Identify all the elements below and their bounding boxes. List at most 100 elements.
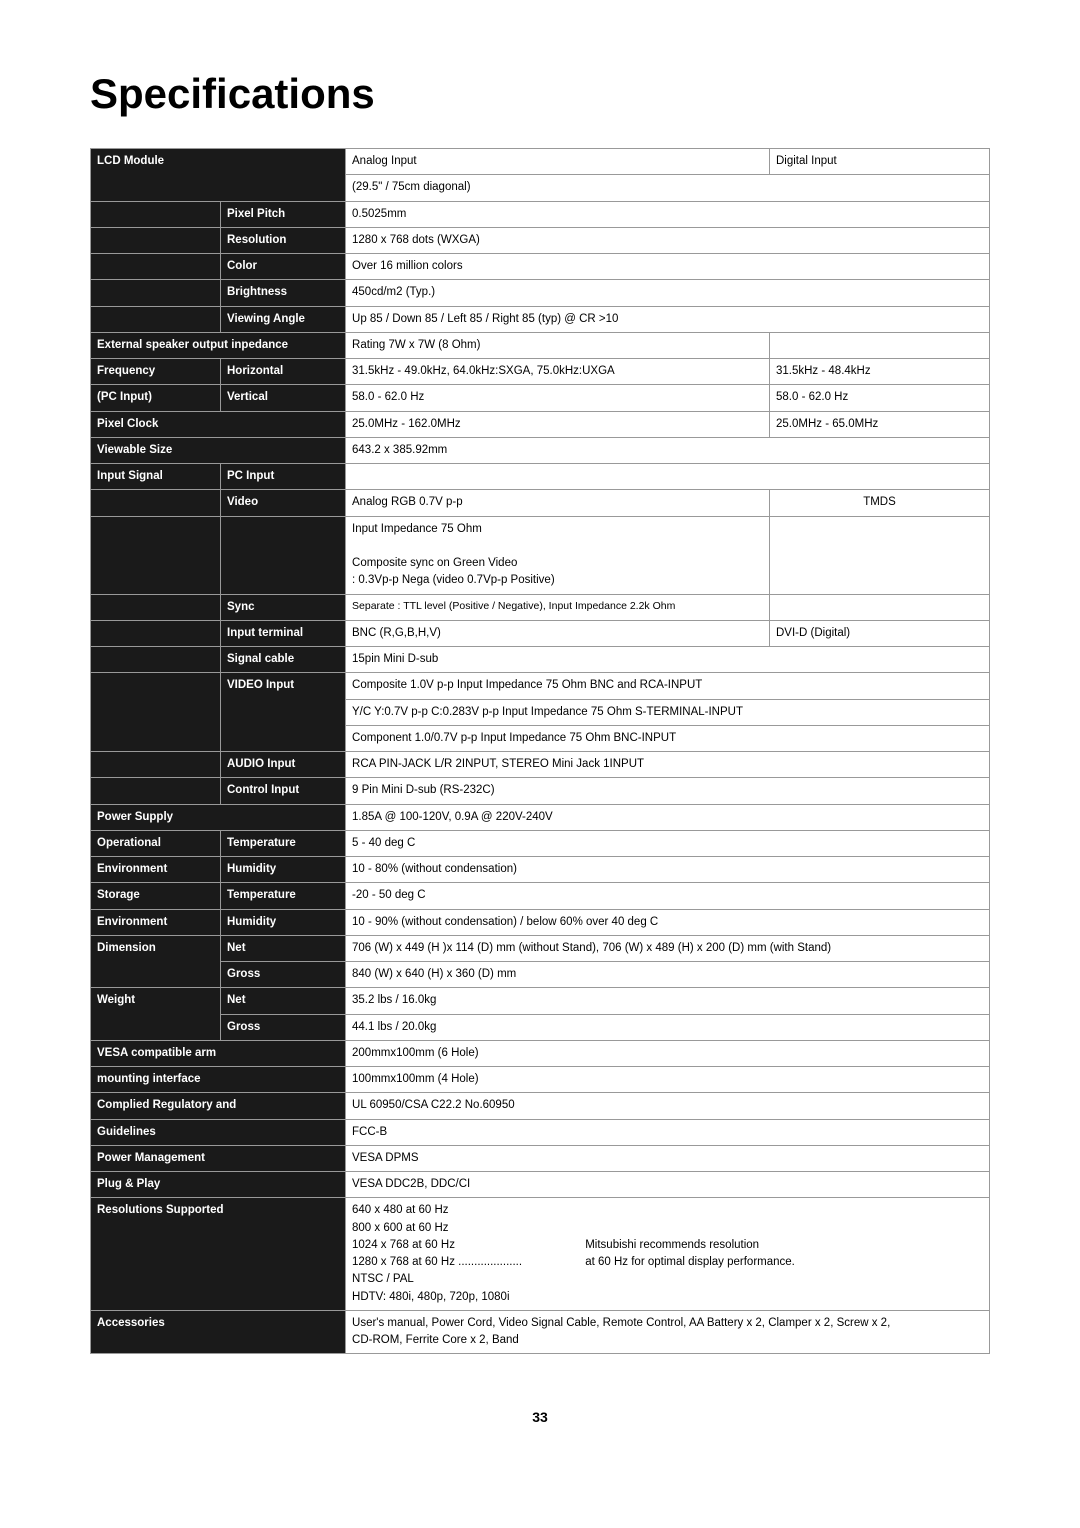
table-row: Frequency Horizontal 31.5kHz - 49.0kHz, … <box>91 359 990 385</box>
cell-color-label: Color <box>221 254 346 280</box>
cell-video-sub: Input Impedance 75 Ohm Composite sync on… <box>346 516 770 594</box>
cell-blank <box>770 594 990 620</box>
cell-st-hum-label: Humidity <box>221 909 346 935</box>
cell-video-label: Video <box>221 490 346 516</box>
cell-blank <box>91 254 221 280</box>
cell-st-env-label2: Environment <box>91 909 221 935</box>
table-row: Accessories User's manual, Power Cord, V… <box>91 1310 990 1354</box>
table-row: Environment Humidity 10 - 90% (without c… <box>91 909 990 935</box>
cell-input-terminal-label: Input terminal <box>221 620 346 646</box>
cell-blank <box>346 464 990 490</box>
cell-op-env-label2: Environment <box>91 857 221 883</box>
table-row: Video Analog RGB 0.7V p-p TMDS <box>91 490 990 516</box>
cell-pixel-clock-analog: 25.0MHz - 162.0MHz <box>346 411 770 437</box>
cell-viewable-size-label: Viewable Size <box>91 437 346 463</box>
table-row: External speaker output inpedance Rating… <box>91 332 990 358</box>
cell-blank <box>91 647 221 673</box>
cell-reg-l1: UL 60950/CSA C22.2 No.60950 <box>346 1093 990 1119</box>
cell-vesa-arm-l2: 100mmx100mm (4 Hole) <box>346 1067 990 1093</box>
cell-blank <box>91 201 221 227</box>
cell-freq-label1: Frequency <box>91 359 221 385</box>
cell-input-signal-label: Input Signal <box>91 464 221 490</box>
table-row: Dimension Net 706 (W) x 449 (H )x 114 (D… <box>91 935 990 961</box>
cell-st-hum-value: 10 - 90% (without condensation) / below … <box>346 909 990 935</box>
cell-dim-gross-label: Gross <box>221 962 346 988</box>
cell-reg-label1: Complied Regulatory and <box>91 1093 346 1119</box>
cell-power-supply-label: Power Supply <box>91 804 346 830</box>
cell-viewable-size-value: 643.2 x 385.92mm <box>346 437 990 463</box>
cell-vesa-arm-label2: mounting interface <box>91 1067 346 1093</box>
cell-op-temp-value: 5 - 40 deg C <box>346 830 990 856</box>
cell-lcd-module-value: (29.5" / 75cm diagonal) <box>346 175 990 201</box>
cell-dim-net-value: 706 (W) x 449 (H )x 114 (D) mm (without … <box>346 935 990 961</box>
cell-resolution-value: 1280 x 768 dots (WXGA) <box>346 227 990 253</box>
table-row: Pixel Clock 25.0MHz - 162.0MHz 25.0MHz -… <box>91 411 990 437</box>
table-row: Guidelines FCC-B <box>91 1119 990 1145</box>
cell-blank <box>91 306 221 332</box>
table-row: Sync Separate : TTL level (Positive / Ne… <box>91 594 990 620</box>
table-row: Viewing Angle Up 85 / Down 85 / Left 85 … <box>91 306 990 332</box>
cell-video-input-l3: Component 1.0/0.7V p-p Input Impedance 7… <box>346 725 990 751</box>
cell-pixel-clock-label: Pixel Clock <box>91 411 346 437</box>
cell-control-input-label: Control Input <box>221 778 346 804</box>
cell-input-terminal-analog: BNC (R,G,B,H,V) <box>346 620 770 646</box>
table-row: Brightness 450cd/m2 (Typ.) <box>91 280 990 306</box>
table-row: Viewable Size 643.2 x 385.92mm <box>91 437 990 463</box>
table-row: Color Over 16 million colors <box>91 254 990 280</box>
cell-resolution-label: Resolution <box>221 227 346 253</box>
cell-blank <box>91 620 221 646</box>
table-row: VIDEO Input Composite 1.0V p-p Input Imp… <box>91 673 990 699</box>
table-row: Weight Net 35.2 lbs / 16.0kg <box>91 988 990 1014</box>
cell-input-terminal-digital: DVI-D (Digital) <box>770 620 990 646</box>
cell-blank <box>770 516 990 594</box>
cell-wt-gross-label: Gross <box>221 1014 346 1040</box>
cell-ext-speaker-label: External speaker output inpedance <box>91 332 346 358</box>
cell-freq-v-digital: 58.0 - 62.0 Hz <box>770 385 990 411</box>
cell-blank <box>91 280 221 306</box>
cell-blank <box>91 594 221 620</box>
cell-freq-h-digital: 31.5kHz - 48.4kHz <box>770 359 990 385</box>
table-row: Resolution 1280 x 768 dots (WXGA) <box>91 227 990 253</box>
table-row: VESA compatible arm 200mmx100mm (6 Hole) <box>91 1040 990 1066</box>
res-sup-right: Mitsubishi recommends resolution at 60 H… <box>585 1202 795 1271</box>
table-row: Operational Temperature 5 - 40 deg C <box>91 830 990 856</box>
cell-res-sup-value: 640 x 480 at 60 Hz 800 x 600 at 60 Hz 10… <box>346 1198 990 1311</box>
table-row: mounting interface 100mmx100mm (4 Hole) <box>91 1067 990 1093</box>
table-row: Environment Humidity 10 - 80% (without c… <box>91 857 990 883</box>
cell-st-temp-label: Temperature <box>221 883 346 909</box>
cell-op-hum-label: Humidity <box>221 857 346 883</box>
cell-analog-header: Analog Input <box>346 149 770 175</box>
table-row: Input terminal BNC (R,G,B,H,V) DVI-D (Di… <box>91 620 990 646</box>
cell-video-input-l2: Y/C Y:0.7V p-p C:0.283V p-p Input Impeda… <box>346 699 990 725</box>
cell-blank <box>91 673 221 752</box>
cell-pixel-pitch-value: 0.5025mm <box>346 201 990 227</box>
cell-freq-h-label: Horizontal <box>221 359 346 385</box>
cell-vesa-arm-l1: 200mmx100mm (6 Hole) <box>346 1040 990 1066</box>
table-row: Power Management VESA DPMS <box>91 1145 990 1171</box>
cell-video-input-l1: Composite 1.0V p-p Input Impedance 75 Oh… <box>346 673 990 699</box>
cell-blank <box>91 490 221 516</box>
cell-pixel-pitch-label: Pixel Pitch <box>221 201 346 227</box>
cell-freq-h-analog: 31.5kHz - 49.0kHz, 64.0kHz:SXGA, 75.0kHz… <box>346 359 770 385</box>
cell-blank <box>770 332 990 358</box>
cell-weight-label: Weight <box>91 988 221 1041</box>
cell-signal-cable-value: 15pin Mini D-sub <box>346 647 990 673</box>
cell-viewing-angle-value: Up 85 / Down 85 / Left 85 / Right 85 (ty… <box>346 306 990 332</box>
cell-video-analog: Analog RGB 0.7V p-p <box>346 490 770 516</box>
table-row: LCD Module Analog Input Digital Input <box>91 149 990 175</box>
cell-control-input-value: 9 Pin Mini D-sub (RS-232C) <box>346 778 990 804</box>
cell-blank <box>91 752 221 778</box>
cell-power-mgmt-value: VESA DPMS <box>346 1145 990 1171</box>
cell-audio-input-label: AUDIO Input <box>221 752 346 778</box>
page-number: 33 <box>90 1409 990 1425</box>
cell-brightness-value: 450cd/m2 (Typ.) <box>346 280 990 306</box>
cell-pixel-clock-digital: 25.0MHz - 65.0MHz <box>770 411 990 437</box>
cell-video-input-label: VIDEO Input <box>221 673 346 752</box>
cell-signal-cable-label: Signal cable <box>221 647 346 673</box>
table-row: Signal cable 15pin Mini D-sub <box>91 647 990 673</box>
cell-blank <box>91 778 221 804</box>
cell-reg-label2: Guidelines <box>91 1119 346 1145</box>
cell-wt-net-value: 35.2 lbs / 16.0kg <box>346 988 990 1014</box>
cell-accessories-label: Accessories <box>91 1310 346 1354</box>
spec-table: LCD Module Analog Input Digital Input (2… <box>90 148 990 1354</box>
